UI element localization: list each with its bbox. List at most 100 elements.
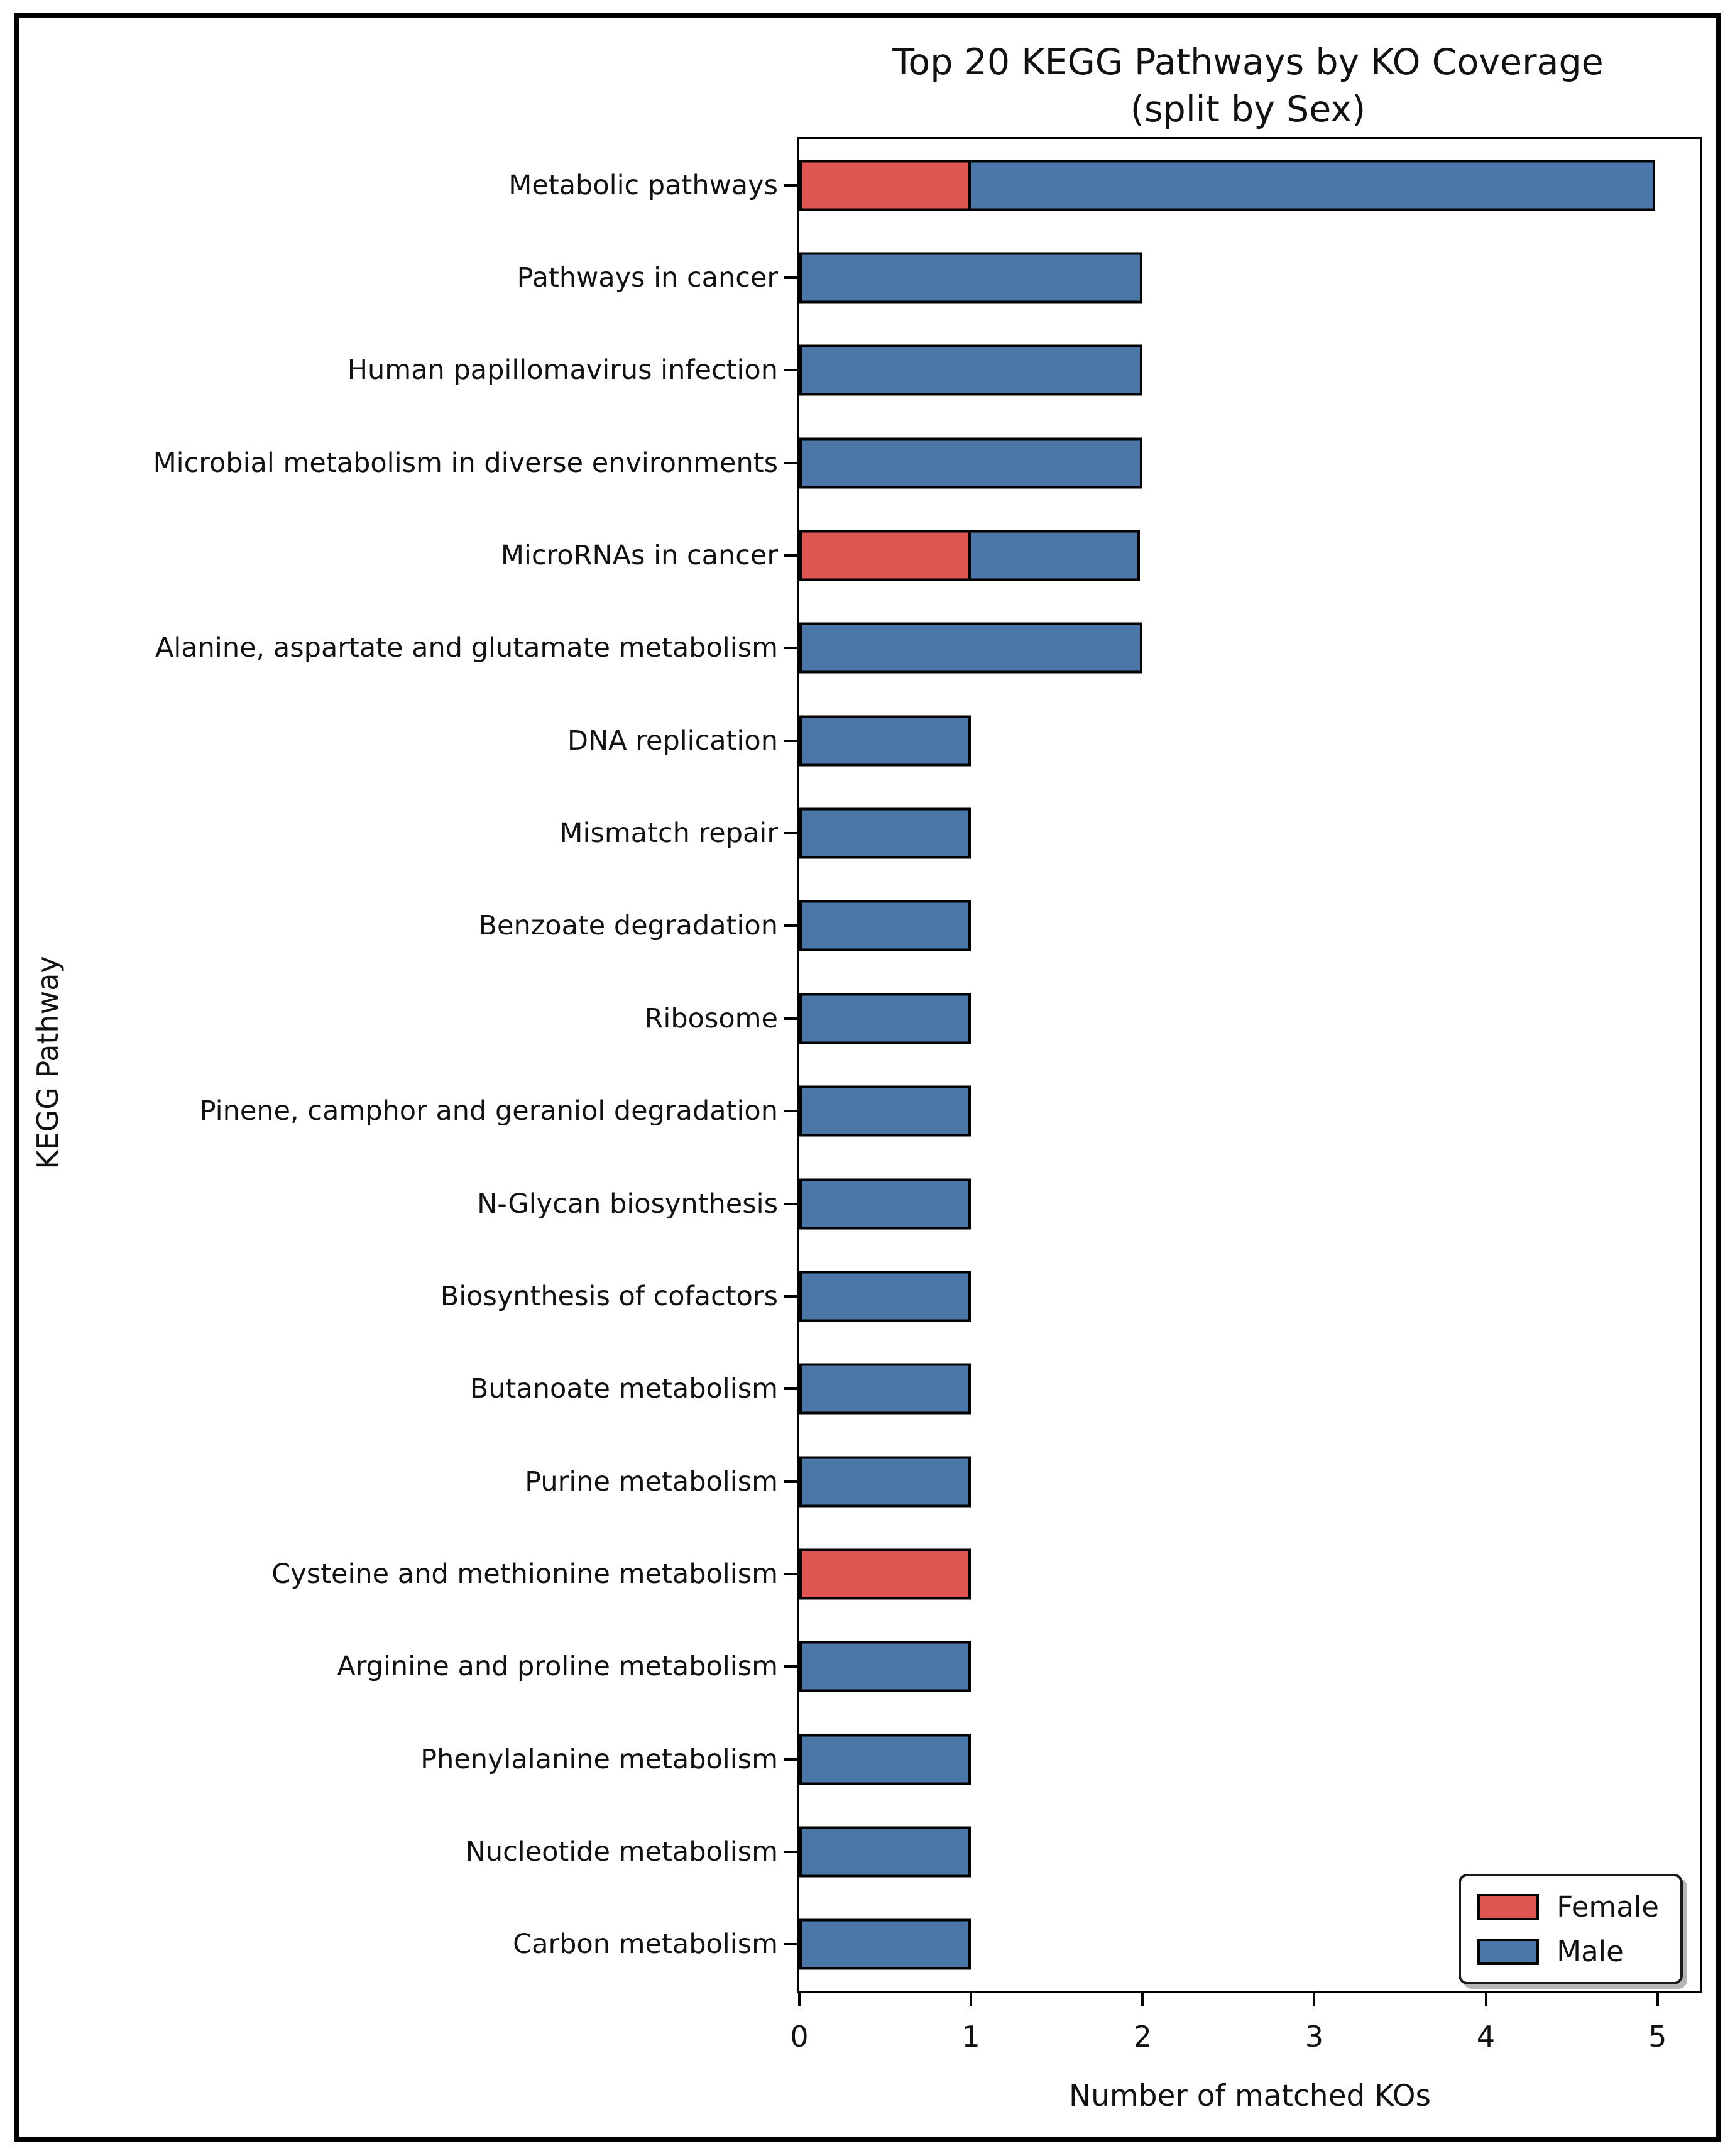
x-axis-label: Number of matched KOs — [1068, 2079, 1431, 2113]
x-tick-mark — [970, 1993, 973, 2006]
bar-segment-male — [799, 993, 971, 1044]
y-tick-mark — [784, 1387, 797, 1391]
bar-segment-male — [799, 1918, 971, 1970]
y-tick-label: Microbial metabolism in diverse environm… — [153, 447, 778, 479]
legend-swatch-female — [1477, 1893, 1540, 1920]
y-tick-label: Cysteine and methionine metabolism — [271, 1558, 778, 1590]
y-tick-label: Arginine and proline metabolism — [337, 1651, 778, 1683]
bar-segment-male — [968, 160, 1655, 211]
x-tick-label: 0 — [790, 2020, 809, 2054]
bar-row — [799, 1178, 971, 1230]
y-tick-mark — [784, 183, 797, 187]
y-tick-mark — [784, 1294, 797, 1298]
bar-segment-male — [799, 1456, 971, 1508]
y-tick-label: Human papillomavirus infection — [347, 354, 778, 386]
y-tick-mark — [784, 739, 797, 742]
y-tick-label: MicroRNAs in cancer — [500, 540, 778, 572]
bar-segment-male — [799, 1271, 971, 1322]
bar-row — [799, 1456, 971, 1508]
bar-segment-female — [799, 160, 971, 211]
bar-segment-male — [968, 530, 1141, 581]
bar-row — [799, 1734, 971, 1785]
bar-row — [799, 437, 1143, 489]
bar-segment-male — [799, 622, 1143, 674]
y-tick-label: Alanine, aspartate and glutamate metabol… — [155, 632, 778, 664]
bar-row — [799, 1085, 971, 1137]
y-tick-label: Metabolic pathways — [508, 169, 778, 201]
bar-segment-male — [799, 344, 1143, 396]
x-tick-label: 3 — [1305, 2020, 1324, 2054]
legend-entry-female: Female — [1477, 1890, 1659, 1923]
y-tick-mark — [784, 924, 797, 928]
y-tick-label: Carbon metabolism — [513, 1929, 778, 1961]
bar-row — [799, 1918, 971, 1970]
chart-title: Top 20 KEGG Pathways by KO Coverage (spl… — [797, 39, 1699, 133]
legend-swatch-male — [1477, 1938, 1540, 1965]
chart-title-line1: Top 20 KEGG Pathways by KO Coverage — [892, 41, 1604, 83]
bar-row — [799, 807, 971, 859]
bar-row — [799, 530, 1142, 581]
bar-row — [799, 1826, 971, 1878]
y-tick-mark — [784, 554, 797, 557]
bar-segment-female — [799, 1548, 971, 1600]
bar-segment-male — [799, 1363, 971, 1415]
y-tick-mark — [784, 276, 797, 280]
y-tick-mark — [784, 1850, 797, 1853]
bar-row — [799, 1548, 971, 1600]
y-axis-label: KEGG Pathway — [31, 956, 65, 1169]
y-tick-label: Nucleotide metabolism — [465, 1836, 778, 1868]
legend-entry-male: Male — [1477, 1935, 1659, 1968]
bar-segment-male — [799, 900, 971, 951]
x-tick-mark — [798, 1993, 801, 2006]
bar-row — [799, 344, 1143, 396]
legend-label-male: Male — [1557, 1935, 1624, 1968]
bar-row — [799, 622, 1143, 674]
bar-row — [799, 160, 1658, 211]
y-tick-label: Pathways in cancer — [517, 262, 778, 294]
y-tick-label: DNA replication — [567, 725, 778, 757]
bar-segment-male — [799, 1085, 971, 1137]
y-tick-label: Biosynthesis of cofactors — [440, 1280, 778, 1312]
y-tick-mark — [784, 1572, 797, 1575]
bar-row — [799, 900, 971, 951]
bar-row — [799, 1271, 971, 1322]
y-tick-mark — [784, 369, 797, 372]
y-tick-label: Butanoate metabolism — [469, 1373, 778, 1405]
bar-row — [799, 715, 971, 767]
x-tick-mark — [1484, 1993, 1487, 2006]
y-tick-mark — [784, 1110, 797, 1113]
bar-row — [799, 1363, 971, 1415]
y-tick-label: N-Glycan biosynthesis — [477, 1188, 778, 1220]
y-tick-label: Mismatch repair — [559, 818, 778, 850]
y-tick-label: Ribosome — [644, 1002, 778, 1034]
x-tick-mark — [1313, 1993, 1316, 2006]
y-tick-mark — [784, 832, 797, 835]
x-tick-label: 5 — [1648, 2020, 1667, 2054]
bar-segment-male — [799, 252, 1143, 304]
bar-row — [799, 993, 971, 1044]
y-tick-mark — [784, 1017, 797, 1020]
y-tick-label: Purine metabolism — [525, 1465, 778, 1497]
y-tick-label: Pinene, camphor and geraniol degradation — [199, 1095, 778, 1127]
figure-border — [14, 13, 1721, 2142]
y-tick-mark — [784, 461, 797, 464]
bar-segment-male — [799, 1178, 971, 1230]
y-tick-mark — [784, 1665, 797, 1668]
bar-segment-male — [799, 1826, 971, 1878]
y-tick-mark — [784, 1480, 797, 1483]
bar-segment-male — [799, 807, 971, 859]
bar-row — [799, 1641, 971, 1692]
chart-title-line2: (split by Sex) — [1130, 89, 1366, 131]
legend-label-female: Female — [1557, 1890, 1659, 1923]
bar-segment-female — [799, 530, 971, 581]
bar-row — [799, 252, 1143, 304]
bar-segment-male — [799, 1641, 971, 1692]
legend: Female Male — [1459, 1874, 1683, 1984]
y-tick-mark — [784, 1202, 797, 1205]
plot-area: Number of matched KOs Female Male Metabo… — [153, 137, 1702, 2113]
y-tick-mark — [784, 1943, 797, 1946]
x-tick-label: 1 — [961, 2020, 980, 2054]
x-tick-mark — [1141, 1993, 1144, 2006]
bar-segment-male — [799, 437, 1143, 489]
